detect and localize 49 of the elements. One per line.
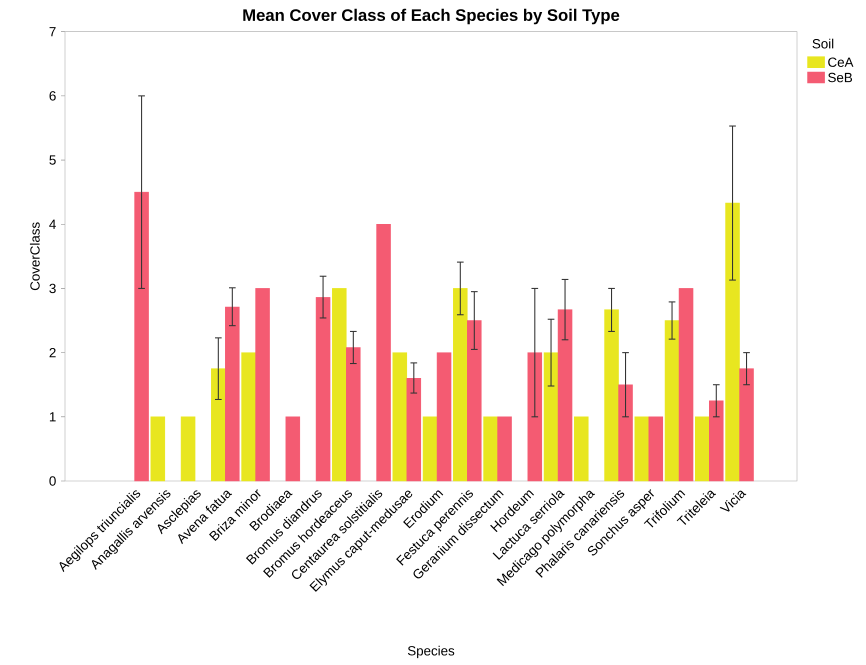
bar [376,224,391,482]
bar [528,352,542,482]
y-tick-label: 5 [49,155,56,165]
legend-label: SeB [828,72,852,82]
bar [436,352,452,482]
bar [346,347,361,482]
bar [422,416,438,482]
bar [332,288,347,482]
y-tick-label: 4 [49,220,56,229]
bar [739,368,754,482]
bar [241,352,256,482]
bar [558,309,572,482]
bar [467,320,482,482]
bar [150,416,166,482]
bar [678,288,694,482]
bar [211,368,226,482]
y-tick-label: 6 [50,91,56,101]
y-tick-label: 2 [50,348,56,358]
x-axis-title: Species [408,646,454,658]
bar [316,297,330,482]
y-axis-title: CoverClass [30,222,40,290]
bar [604,309,619,482]
bar [406,378,422,482]
bar [709,400,724,482]
y-tick-label: 1 [50,412,56,422]
bar [664,320,680,482]
bar [497,416,512,482]
bar [392,352,408,482]
bar [255,288,270,482]
bar [225,306,240,482]
bar [453,288,468,482]
bar [695,416,710,482]
x-tick-label: Vicia [720,490,746,512]
bar [574,416,589,482]
bar [483,416,498,482]
bar [634,416,650,482]
bar [286,416,300,482]
bar [648,416,664,482]
legend-label: CeA [828,58,854,67]
bar [618,384,633,482]
bar [180,416,196,482]
y-tick-label: 7 [50,27,56,36]
y-tick-label: 0 [49,476,56,486]
bar [544,352,558,482]
legend-title: Soil [812,38,834,48]
y-tick-label: 3 [49,284,56,294]
bar [725,202,740,482]
chart-title: Mean Cover Class of Each Species by Soil Type [243,8,620,24]
bar [134,192,149,482]
